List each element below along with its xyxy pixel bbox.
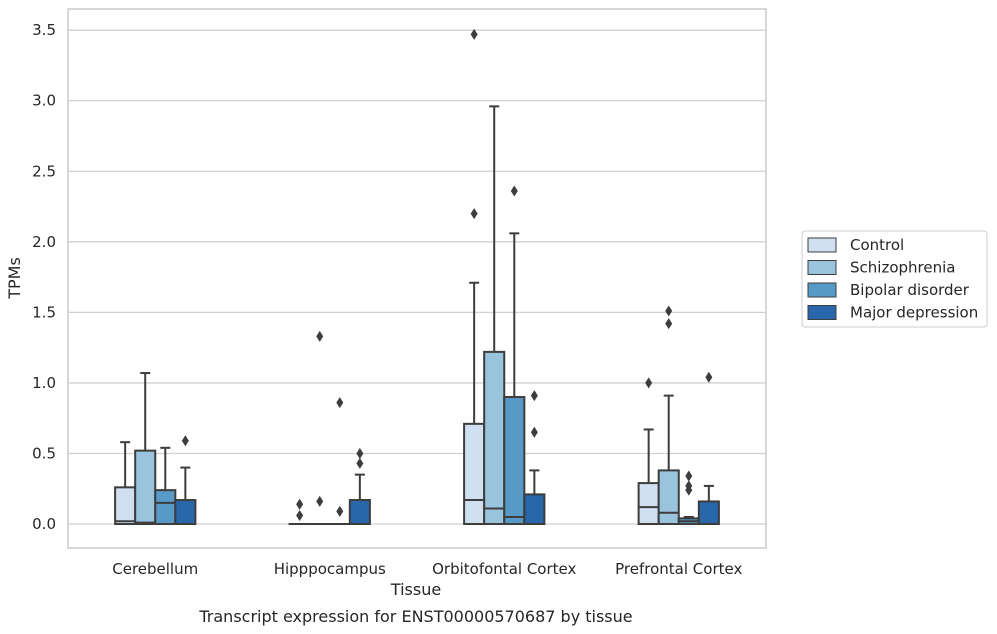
series-group — [114, 28, 660, 526]
outlier-point — [645, 377, 653, 389]
legend-frame — [801, 230, 988, 328]
box-rect — [637, 482, 660, 526]
legend-swatch — [807, 282, 837, 298]
y-tick-label: 2.0 — [32, 233, 56, 251]
outlier-point — [181, 435, 189, 447]
x-axis-title: Tissue — [390, 580, 441, 599]
box-rect — [174, 499, 197, 526]
box-rect — [697, 500, 720, 526]
outlier-point — [685, 470, 693, 482]
legend-label: Bipolar disorder — [850, 281, 970, 299]
legend-swatch — [807, 305, 837, 320]
y-tick-label: 1.0 — [32, 374, 56, 392]
plot-frame — [67, 8, 767, 549]
legend-swatch — [807, 260, 837, 275]
outlier-point — [296, 510, 304, 522]
box-rect — [657, 469, 680, 526]
box-rect — [483, 350, 506, 526]
box-rect — [154, 489, 177, 526]
outlier-point — [470, 28, 478, 40]
legend-label: Schizophrenia — [850, 259, 955, 277]
outlier-point — [356, 457, 364, 469]
y-tick-label: 3.5 — [32, 21, 56, 39]
y-tick-label: 1.5 — [32, 303, 56, 321]
x-tick-labels: Cerebellum Hipppocampus Orbitofontal Corte… — [112, 560, 742, 578]
series-group — [174, 371, 720, 526]
box-rect — [348, 499, 371, 526]
series-group — [154, 185, 700, 526]
box-rect — [503, 396, 526, 526]
box-rect — [134, 449, 157, 526]
plot-area — [114, 28, 720, 526]
y-tick-labels: 0.0 0.5 1.0 1.5 2.0 2.5 3.0 3.5 — [32, 21, 56, 533]
legend-swatch — [807, 237, 837, 253]
x-tick-label: Prefrontal Cortex — [615, 560, 742, 578]
y-tick-label: 3.0 — [32, 92, 56, 110]
legend-label: Major depression — [850, 304, 978, 322]
outlier-point — [336, 505, 344, 517]
outlier-point — [530, 390, 538, 402]
legend-label: Control — [850, 236, 904, 254]
x-tick-label: Orbitofontal Cortex — [432, 560, 576, 578]
box-rect — [463, 422, 486, 526]
x-tick-label: Cerebellum — [112, 560, 198, 578]
x-tick-label: Hipppocampus — [274, 560, 386, 578]
outlier-point — [316, 330, 324, 342]
legend: Control Schizophrenia Bipolar disorder Majo… — [801, 230, 988, 328]
outlier-point — [530, 426, 538, 438]
outlier-point — [665, 305, 673, 317]
y-tick-label: 0.5 — [32, 444, 56, 462]
outlier-point — [296, 498, 304, 510]
outlier-point — [510, 185, 518, 197]
box-rect — [523, 493, 546, 526]
outlier-point — [705, 371, 713, 383]
outlier-point — [356, 447, 364, 459]
series-group — [134, 105, 680, 526]
y-axis-title: TPMs — [5, 257, 24, 300]
outlier-point — [316, 495, 324, 507]
outlier-point — [685, 484, 693, 496]
y-tick-label: 2.5 — [32, 162, 56, 180]
outlier-point — [336, 397, 344, 409]
outlier-point — [665, 318, 673, 330]
outlier-point — [470, 208, 478, 220]
box-rect — [114, 486, 137, 526]
chart-caption: Transcript expression for ENST0000057068… — [198, 607, 632, 626]
y-tick-label: 0.0 — [32, 515, 56, 533]
